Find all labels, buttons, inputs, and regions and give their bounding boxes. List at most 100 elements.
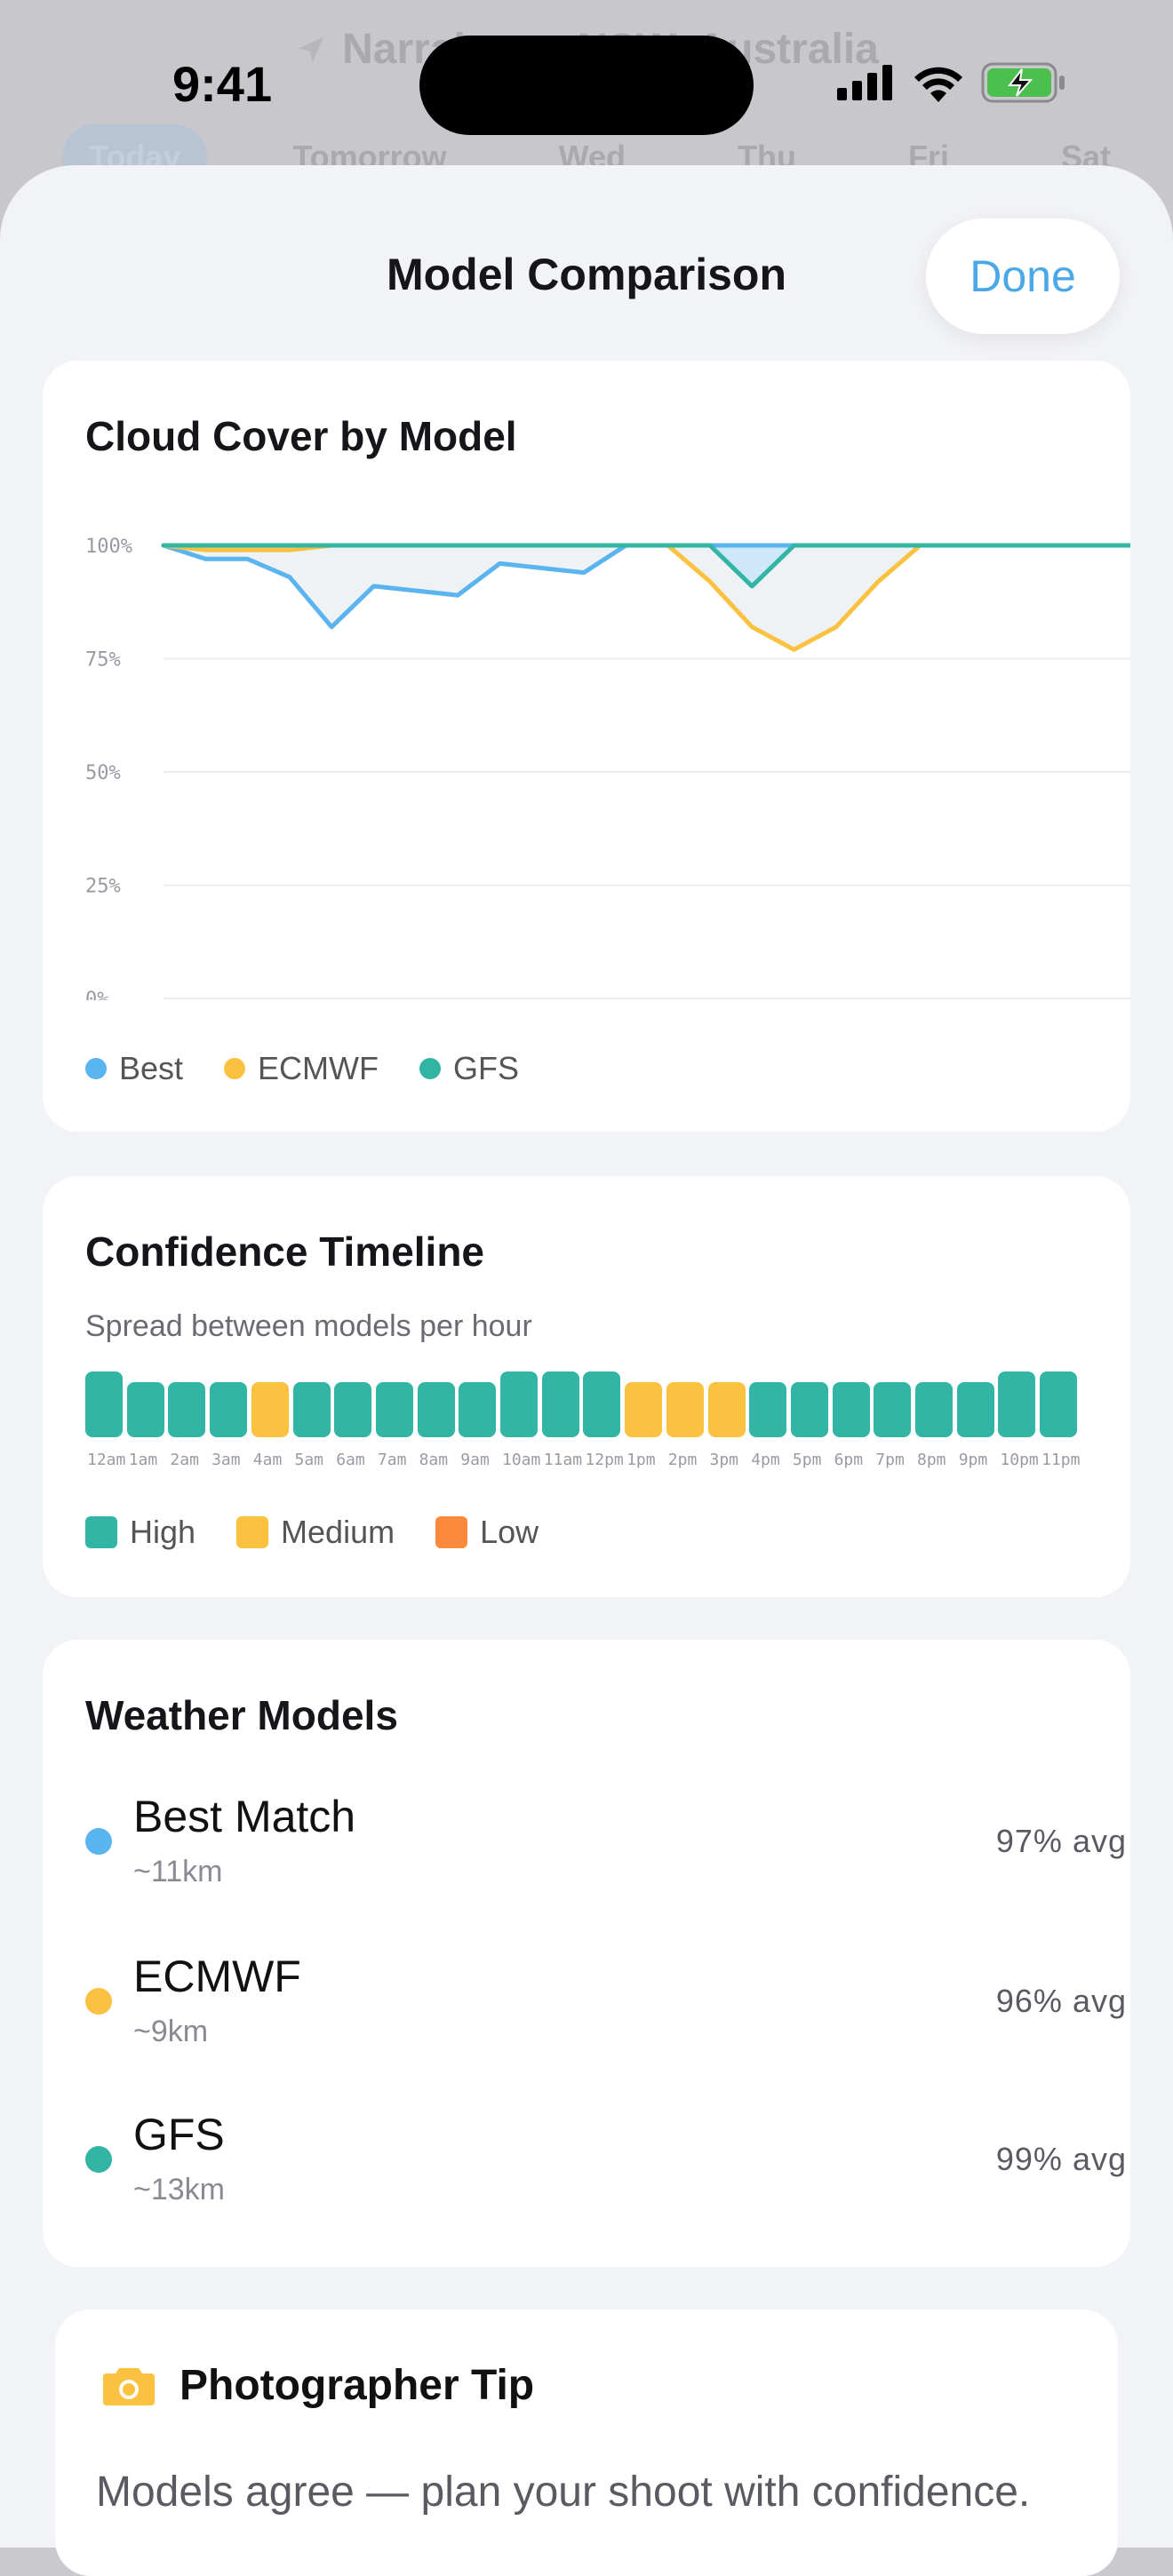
confidence-bar: [790, 1382, 828, 1437]
confidence-bar: [85, 1371, 123, 1437]
confidence-hour-label: 11pm: [1041, 1451, 1081, 1469]
confidence-bar: [375, 1382, 413, 1437]
confidence-bar: [292, 1382, 331, 1437]
confidence-bar: [583, 1371, 621, 1437]
model-name: ECMWF: [133, 1952, 301, 2001]
tip-title: Photographer Tip: [180, 2362, 535, 2409]
legend-item-gfs: GFS: [419, 1050, 519, 1087]
confidence-bar: [334, 1382, 372, 1437]
legend-label-high: High: [130, 1514, 196, 1550]
model-resolution: ~9km: [133, 2015, 209, 2048]
model-name: GFS: [133, 2110, 225, 2159]
legend-item-ecmwf: ECMWF: [224, 1050, 379, 1087]
weather-models-title: Weather Models: [85, 1692, 398, 1738]
confidence-bar: [749, 1382, 787, 1437]
confidence-bar: [210, 1382, 248, 1437]
confidence-hour-label: 3am: [211, 1451, 241, 1469]
model-dot-best-match: [85, 1828, 112, 1855]
model-row-gfs[interactable]: GFS ~13km 99% avg: [85, 2109, 1127, 2242]
confidence-hour-label: 2pm: [667, 1451, 698, 1469]
model-name: Best Match: [133, 1792, 356, 1841]
status-icons: [837, 62, 1066, 103]
legend-dot-ecmwf: [224, 1058, 246, 1079]
legend-item-best: Best: [85, 1050, 183, 1087]
confidence-hour-label: 12am: [87, 1451, 126, 1469]
status-time: 9:41: [172, 56, 273, 112]
wifi-icon: [914, 67, 962, 102]
model-average: 97% avg: [995, 1823, 1127, 1859]
confidence-hour-label: 8pm: [917, 1451, 946, 1469]
confidence-bar: [459, 1382, 497, 1437]
confidence-bar: [707, 1382, 746, 1437]
camera-icon: [103, 2368, 155, 2405]
y-tick-label: 75%: [85, 649, 121, 672]
confidence-hour-label: 4pm: [751, 1451, 780, 1469]
model-row-ecmwf[interactable]: ECMWF ~9km 96% avg: [85, 1951, 1127, 2084]
confidence-bar: [915, 1382, 953, 1437]
confidence-hour-label: 5pm: [792, 1451, 822, 1469]
confidence-bar: [417, 1382, 455, 1437]
confidence-bar: [956, 1382, 994, 1437]
confidence-bar: [500, 1371, 538, 1437]
legend-item-high: High: [85, 1514, 196, 1551]
tip-text: Models agree — plan your shoot with conf…: [96, 2469, 1031, 2516]
model-resolution: ~13km: [133, 2173, 225, 2206]
confidence-hour-label: 11am: [543, 1451, 583, 1469]
confidence-hour-label: 1am: [128, 1451, 158, 1469]
confidence-bar: [666, 1382, 704, 1437]
confidence-hour-label: 9pm: [958, 1451, 988, 1469]
confidence-hour-label: 12pm: [585, 1451, 624, 1469]
legend-label-medium: Medium: [281, 1514, 395, 1550]
legend-item-medium: Medium: [236, 1514, 395, 1551]
confidence-bar: [832, 1382, 870, 1437]
confidence-hour-label: 6am: [336, 1451, 365, 1469]
photographer-tip-card: Photographer Tip Models agree — plan you…: [55, 2310, 1118, 2576]
confidence-bar: [126, 1382, 164, 1437]
legend-item-low: Low: [435, 1514, 539, 1551]
battery-charging-icon: [981, 62, 1065, 103]
done-button[interactable]: Done: [926, 219, 1120, 334]
legend-dot-best: [85, 1058, 107, 1079]
confidence-bar: [1040, 1371, 1078, 1437]
confidence-hour-label: 3pm: [709, 1451, 739, 1469]
confidence-hour-label: 9am: [460, 1451, 490, 1469]
confidence-hour-label: 8am: [419, 1451, 449, 1469]
weather-models-card: Weather Models Best Match ~11km 97% avg …: [43, 1640, 1130, 2267]
confidence-legend: High Medium Low: [85, 1514, 539, 1551]
confidence-bar: [625, 1382, 663, 1437]
confidence-bar: [251, 1382, 289, 1437]
legend-label-low: Low: [480, 1514, 539, 1550]
model-resolution: ~11km: [133, 1855, 223, 1888]
confidence-hour-label: 10pm: [1000, 1451, 1039, 1469]
confidence-hour-label: 6pm: [834, 1451, 864, 1469]
legend-label-ecmwf: ECMWF: [258, 1050, 379, 1086]
confidence-card: Confidence Timeline Spread between model…: [43, 1176, 1130, 1597]
confidence-timeline: 12am 1am 2am 3am 4am 5am 6am 7am 8am 9am 10am 11am 1…: [85, 1371, 1127, 1487]
location-arrow-icon: [298, 36, 324, 63]
model-row-best-match[interactable]: Best Match ~11km 97% avg: [85, 1791, 1127, 1924]
legend-dot-gfs: [419, 1058, 442, 1079]
confidence-hour-label: 7am: [377, 1451, 407, 1469]
model-dot-gfs: [85, 2146, 112, 2173]
legend-label-best: Best: [119, 1050, 184, 1086]
legend-swatch-low: [435, 1516, 468, 1548]
confidence-hour-label: 1pm: [626, 1451, 656, 1469]
confidence-bar: [998, 1371, 1036, 1437]
confidence-bar: [168, 1382, 206, 1437]
confidence-hour-label: 5am: [294, 1451, 324, 1469]
model-dot-ecmwf: [85, 1988, 112, 2015]
y-tick-label: 100%: [85, 536, 132, 558]
y-tick-label: 0%: [85, 989, 109, 1000]
y-tick-label: 50%: [85, 762, 121, 784]
confidence-bar: [541, 1371, 579, 1437]
dynamic-island: [419, 36, 754, 135]
cellular-signal-icon: [837, 65, 892, 100]
confidence-title: Confidence Timeline: [85, 1228, 485, 1275]
confidence-hour-label: 2am: [170, 1451, 199, 1469]
confidence-subtitle: Spread between models per hour: [85, 1309, 532, 1343]
y-tick-label: 25%: [85, 876, 121, 898]
sheet-title: Model Comparison: [386, 250, 787, 299]
legend-swatch-high: [85, 1516, 117, 1548]
cloud-cover-title: Cloud Cover by Model: [85, 413, 517, 459]
cloud-cover-legend: Best ECMWF GFS: [85, 1050, 519, 1087]
